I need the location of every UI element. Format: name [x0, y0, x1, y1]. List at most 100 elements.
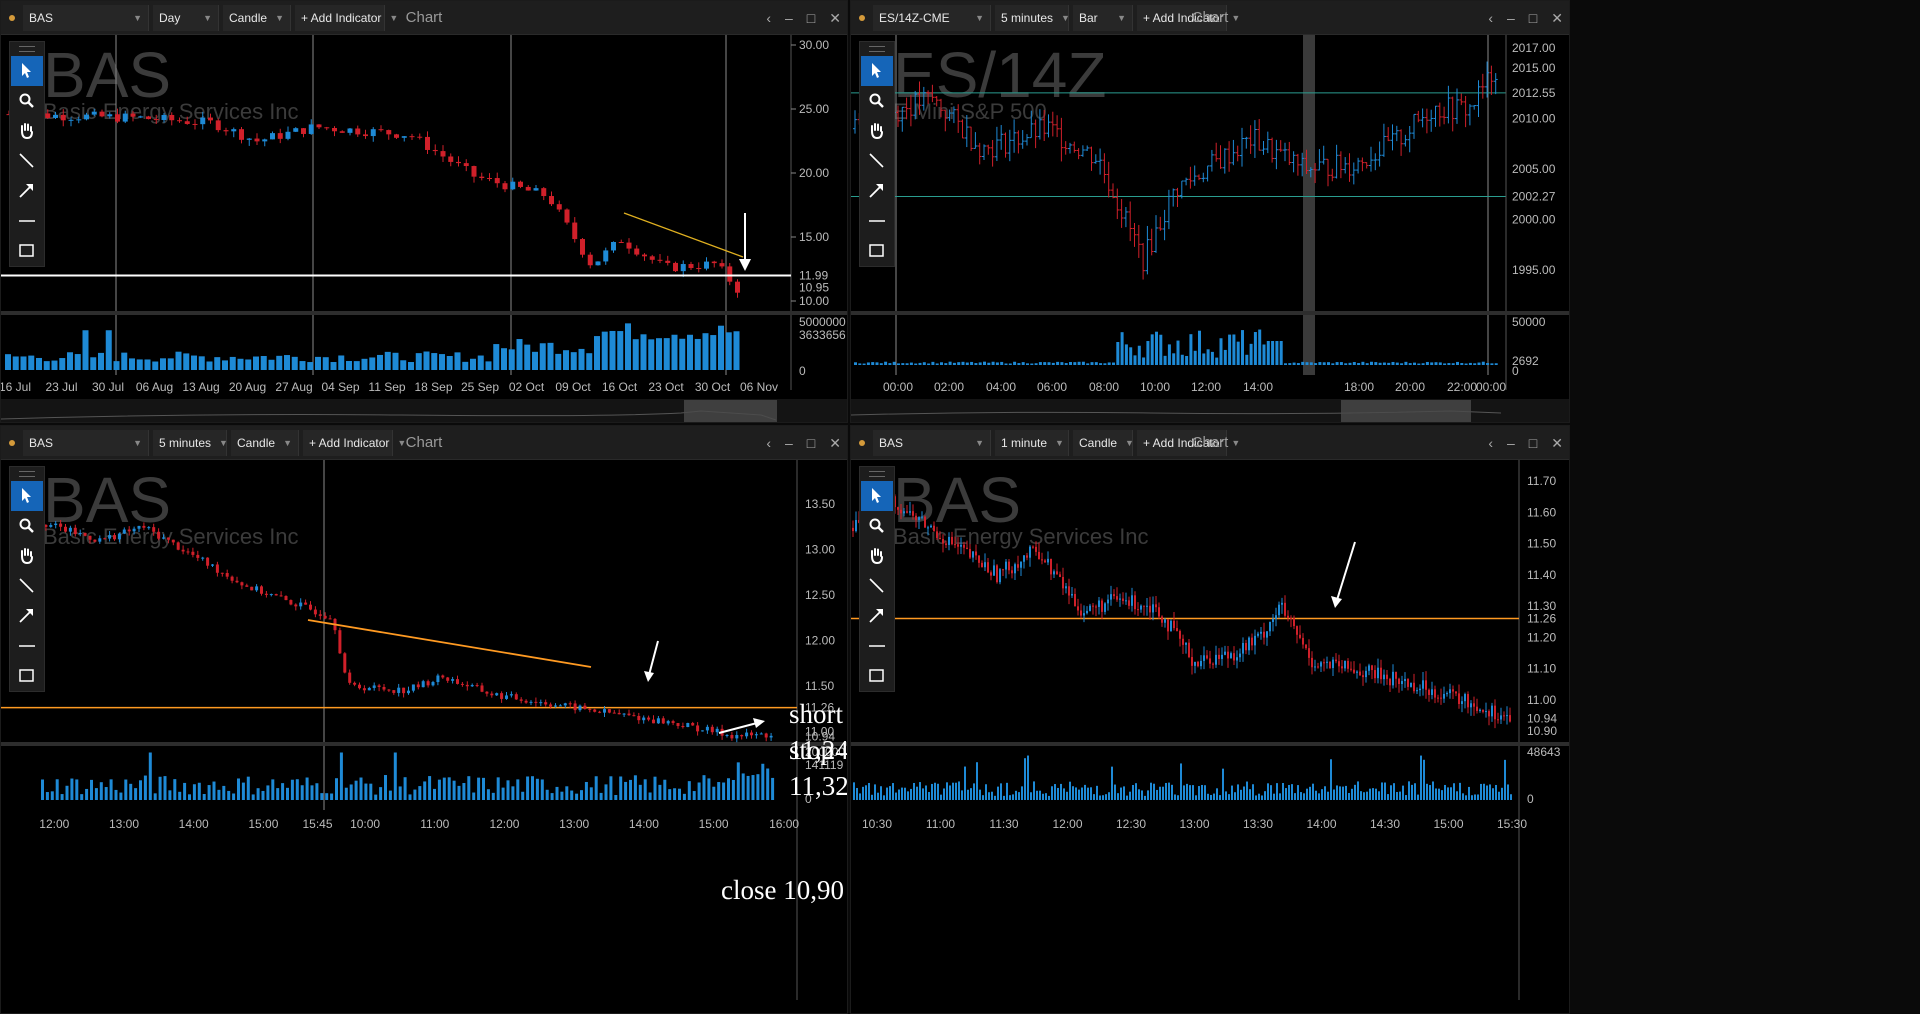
volume-bar — [880, 786, 882, 800]
add-indicator-button[interactable]: + Add Indicator ▼ — [1137, 429, 1240, 456]
style-dropdown[interactable]: Candle ▼ — [231, 429, 299, 456]
navigator-window — [684, 400, 777, 422]
close-icon[interactable]: ✕ — [1551, 434, 1563, 451]
volume-bar — [1236, 341, 1240, 365]
interval-dropdown[interactable]: 1 minute ▼ — [995, 429, 1069, 456]
candle-body — [972, 551, 974, 558]
line-tool-button[interactable] — [861, 146, 893, 176]
time-tick-label: 15:45 — [303, 817, 333, 831]
minimize-icon[interactable]: – — [1507, 10, 1515, 26]
pointer-button[interactable] — [861, 481, 893, 511]
pan-hand-button[interactable] — [861, 541, 893, 571]
line-tool-button[interactable] — [11, 571, 43, 601]
candle-body — [246, 138, 252, 140]
pan-hand-button[interactable] — [861, 116, 893, 146]
toolbar-grip[interactable] — [10, 467, 44, 481]
symbol-field[interactable]: BAS ▼ — [873, 429, 991, 456]
rectangle-tool-button[interactable] — [861, 661, 893, 691]
style-dropdown[interactable]: Bar ▼ — [1073, 4, 1133, 31]
volume-bar — [482, 777, 485, 800]
volume-bar — [718, 325, 724, 370]
candle-body — [1032, 546, 1034, 548]
zoom-button[interactable] — [11, 86, 43, 116]
add-indicator-button[interactable]: + Add Indicator ▼ — [295, 4, 398, 31]
maximize-icon[interactable]: □ — [806, 10, 816, 26]
volume-bar — [1064, 363, 1068, 365]
zoom-button[interactable] — [11, 511, 43, 541]
minimize-icon[interactable]: – — [1507, 435, 1515, 451]
horizontal-line-button[interactable] — [861, 631, 893, 661]
candle-body — [1167, 619, 1169, 632]
candle-body — [735, 281, 740, 293]
symbol-field[interactable]: ES/14Z-CME ▼ — [873, 4, 991, 31]
symbol-field[interactable]: BAS ▼ — [23, 4, 149, 31]
interval-dropdown[interactable]: 5 minutes ▼ — [153, 429, 228, 456]
pan-hand-button[interactable] — [11, 116, 43, 146]
pointer-button[interactable] — [11, 481, 43, 511]
minimize-icon[interactable]: – — [785, 10, 793, 26]
candle-body — [294, 604, 298, 607]
line-tool-button[interactable] — [11, 146, 43, 176]
rectangle-tool-button[interactable] — [11, 236, 43, 266]
rectangle-tool-button[interactable] — [11, 661, 43, 691]
volume-bar — [143, 775, 147, 800]
volume-bar — [20, 356, 27, 370]
toolbar-grip[interactable] — [10, 42, 44, 56]
watermark-name: Basic Energy Services Inc — [893, 524, 1149, 549]
volume-bar — [1306, 788, 1308, 800]
horizontal-line-button[interactable] — [861, 206, 893, 236]
minimize-icon[interactable]: – — [785, 435, 793, 451]
pointer-button[interactable] — [11, 56, 43, 86]
volume-bar — [884, 361, 888, 365]
candle-body — [463, 163, 469, 167]
volume-bar — [486, 789, 490, 800]
candle-body — [583, 705, 587, 709]
style-dropdown[interactable]: Candle ▼ — [1073, 429, 1134, 456]
maximize-icon[interactable]: □ — [1528, 10, 1538, 26]
candle-body — [177, 120, 182, 122]
symbol-value: BAS — [29, 435, 54, 450]
candle-body — [73, 527, 77, 535]
interval-dropdown[interactable]: Day ▼ — [153, 4, 219, 31]
volume-bar — [431, 353, 438, 370]
zoom-button[interactable] — [861, 511, 893, 541]
candle-body — [1128, 600, 1130, 606]
maximize-icon[interactable]: □ — [806, 435, 816, 451]
toolbar-grip[interactable] — [860, 467, 894, 481]
line-tool-button[interactable] — [861, 571, 893, 601]
horizontal-line-button[interactable] — [11, 631, 43, 661]
rectangle-tool-button[interactable] — [861, 236, 893, 266]
add-indicator-button[interactable]: + Add Indicator ▼ — [303, 429, 406, 456]
close-icon[interactable]: ✕ — [1551, 9, 1563, 26]
symbol-field[interactable]: BAS ▼ — [23, 429, 149, 456]
style-dropdown[interactable]: Candle ▼ — [223, 4, 291, 31]
volume-bar — [153, 793, 157, 800]
close-icon[interactable]: ✕ — [829, 9, 841, 26]
chevron-left-icon[interactable]: ‹ — [1488, 10, 1493, 26]
interval-dropdown[interactable]: 5 minutes ▼ — [995, 4, 1070, 31]
candle-body — [1443, 693, 1445, 699]
arrow-tool-button[interactable] — [11, 176, 43, 206]
horizontal-line-button[interactable] — [11, 206, 43, 236]
pointer-button[interactable] — [861, 56, 893, 86]
chevron-left-icon[interactable]: ‹ — [766, 10, 771, 26]
arrow-tool-button[interactable] — [861, 601, 893, 631]
volume-bar — [1159, 334, 1163, 365]
panel-title: Chart — [1191, 434, 1229, 451]
close-icon[interactable]: ✕ — [829, 434, 841, 451]
chevron-left-icon[interactable]: ‹ — [1488, 435, 1493, 451]
maximize-icon[interactable]: □ — [1528, 435, 1538, 451]
candle-body — [894, 496, 896, 508]
arrow-tool-button[interactable] — [861, 176, 893, 206]
chevron-left-icon[interactable]: ‹ — [766, 435, 771, 451]
pan-hand-button[interactable] — [11, 541, 43, 571]
candle-body — [1107, 599, 1109, 604]
add-indicator-button[interactable]: + Add Indicator ▼ — [1137, 4, 1240, 31]
zoom-button[interactable] — [861, 86, 893, 116]
arrow-tool-button[interactable] — [11, 601, 43, 631]
toolbar-grip[interactable] — [860, 42, 894, 56]
